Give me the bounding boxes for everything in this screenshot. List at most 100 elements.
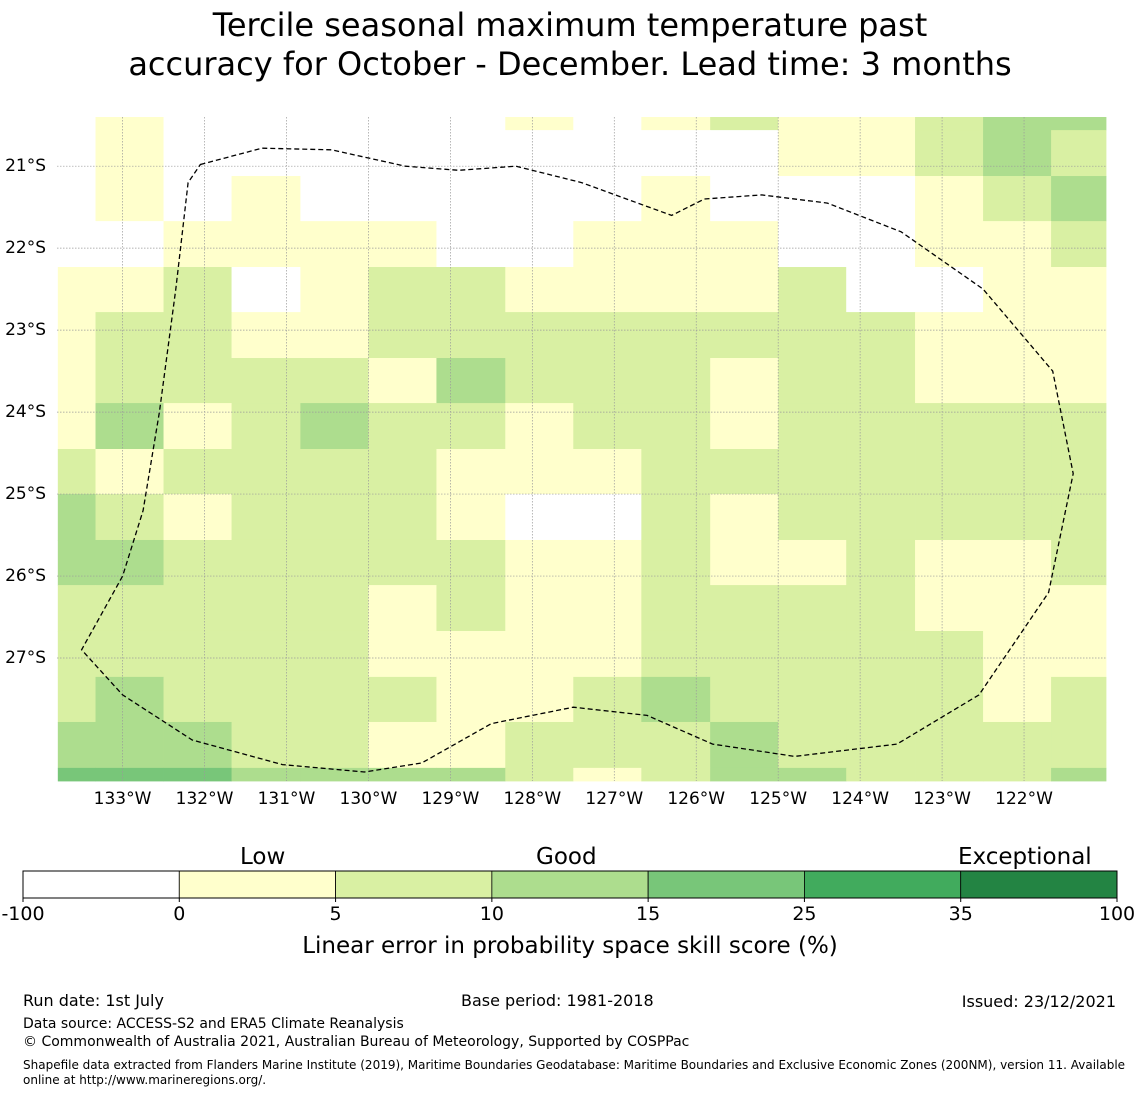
grid-cell-2-5 xyxy=(368,176,437,222)
grid-cell-5-0 xyxy=(57,312,96,359)
grid-cell-10-11 xyxy=(778,539,847,586)
grid-cell-7-12 xyxy=(846,403,916,450)
grid-cell-9-5 xyxy=(368,494,437,541)
grid-cell-9-11 xyxy=(778,494,847,541)
grid-cell-0-10 xyxy=(710,117,779,131)
grid-cell-2-10 xyxy=(710,176,779,222)
colorbar-tick-label-2: 5 xyxy=(329,903,342,925)
grid-cell-3-10 xyxy=(710,221,779,268)
grid-cell-1-4 xyxy=(300,130,369,177)
grid-cell-7-11 xyxy=(778,403,847,450)
grid-cell-8-0 xyxy=(57,449,96,495)
grid-cell-2-3 xyxy=(231,176,301,222)
grid-cell-7-3 xyxy=(231,403,301,450)
grid-cell-15-1 xyxy=(95,767,164,782)
grid-cell-10-13 xyxy=(915,539,984,586)
grid-cell-9-8 xyxy=(573,494,642,541)
grid-cell-1-15 xyxy=(1051,130,1107,177)
grid-cell-10-7 xyxy=(505,539,574,586)
grid-cell-2-0 xyxy=(57,176,96,222)
grid-cell-8-1 xyxy=(95,449,164,495)
grid-cell-1-12 xyxy=(846,130,916,177)
eez-boundary xyxy=(80,147,1074,773)
grid-cell-15-9 xyxy=(641,767,711,782)
grid-cell-8-14 xyxy=(983,449,1052,495)
grid-cell-10-0 xyxy=(57,539,96,586)
grid-cell-12-13 xyxy=(915,630,984,678)
grid-cell-9-6 xyxy=(436,494,506,541)
colorbar-segment-1 xyxy=(178,870,336,899)
grid-cell-1-0 xyxy=(57,130,96,177)
grid-cell-3-8 xyxy=(573,221,642,268)
grid-cell-0-3 xyxy=(231,117,301,131)
grid-cell-14-4 xyxy=(300,721,369,769)
grid-cell-9-14 xyxy=(983,494,1052,541)
grid-cell-5-1 xyxy=(95,312,164,359)
category-exceptional: Exceptional xyxy=(958,844,1092,870)
grid-cell-5-15 xyxy=(1051,312,1107,359)
grid-cell-9-13 xyxy=(915,494,984,541)
grid-cell-12-6 xyxy=(436,630,506,678)
lon-label-1: 132°W xyxy=(175,789,234,809)
grid-cell-3-7 xyxy=(505,221,574,268)
grid-cell-6-6 xyxy=(436,358,506,404)
grid-cell-8-12 xyxy=(846,449,916,495)
grid-cell-0-5 xyxy=(368,117,437,131)
grid-cell-7-14 xyxy=(983,403,1052,450)
grid-cell-13-6 xyxy=(436,676,506,723)
lat-label-1: 22°S xyxy=(5,238,46,259)
grid-cell-11-14 xyxy=(983,585,1052,632)
grid-cell-11-0 xyxy=(57,585,96,632)
grid-cell-5-4 xyxy=(300,312,369,359)
lat-label-5: 26°S xyxy=(5,566,46,587)
grid-cell-5-11 xyxy=(778,312,847,359)
grid-cell-2-8 xyxy=(573,176,642,222)
grid-cell-4-10 xyxy=(710,267,779,313)
lon-label-7: 126°W xyxy=(667,789,726,809)
grid-cell-12-5 xyxy=(368,630,437,678)
grid-cell-13-4 xyxy=(300,676,369,723)
grid-cell-5-3 xyxy=(231,312,301,359)
grid-cell-8-15 xyxy=(1051,449,1107,495)
grid-cell-13-0 xyxy=(57,676,96,723)
grid-cell-10-8 xyxy=(573,539,642,586)
grid-cell-1-2 xyxy=(163,130,232,177)
grid-cell-13-9 xyxy=(641,676,711,723)
grid-cell-8-4 xyxy=(300,449,369,495)
grid-cell-10-6 xyxy=(436,539,506,586)
grid-cell-14-9 xyxy=(641,721,711,769)
grid-cell-11-1 xyxy=(95,585,164,632)
grid-cell-0-11 xyxy=(778,117,847,131)
skill-cells xyxy=(57,117,1107,782)
grid-cell-11-2 xyxy=(163,585,232,632)
grid-cell-1-5 xyxy=(368,130,437,177)
grid-cell-11-10 xyxy=(710,585,779,632)
grid-cell-2-2 xyxy=(163,176,232,222)
grid-cell-2-13 xyxy=(915,176,984,222)
colorbar-tick-label-0: -100 xyxy=(1,903,45,925)
grid-cell-0-15 xyxy=(1051,117,1107,131)
grid-cell-5-10 xyxy=(710,312,779,359)
grid-cell-5-12 xyxy=(846,312,916,359)
grid-cell-6-15 xyxy=(1051,358,1107,404)
grid-cell-1-9 xyxy=(641,130,711,177)
grid-cell-11-5 xyxy=(368,585,437,632)
colorbar-segment-4 xyxy=(647,870,805,899)
chart-title: Tercile seasonal maximum temperature pas… xyxy=(0,6,1140,84)
grid-cell-11-6 xyxy=(436,585,506,632)
colorbar-segment-3 xyxy=(491,870,649,899)
graticule xyxy=(57,117,1106,781)
grid-cell-2-1 xyxy=(95,176,164,222)
grid-cell-7-7 xyxy=(505,403,574,450)
grid-cell-7-4 xyxy=(300,403,369,450)
grid-cell-6-13 xyxy=(915,358,984,404)
grid-cell-12-8 xyxy=(573,630,642,678)
lon-label-9: 124°W xyxy=(831,789,890,809)
grid-cell-10-4 xyxy=(300,539,369,586)
grid-cell-7-10 xyxy=(710,403,779,450)
grid-cell-4-0 xyxy=(57,267,96,313)
grid-cell-2-7 xyxy=(505,176,574,222)
grid-cell-8-2 xyxy=(163,449,232,495)
grid-cell-8-11 xyxy=(778,449,847,495)
